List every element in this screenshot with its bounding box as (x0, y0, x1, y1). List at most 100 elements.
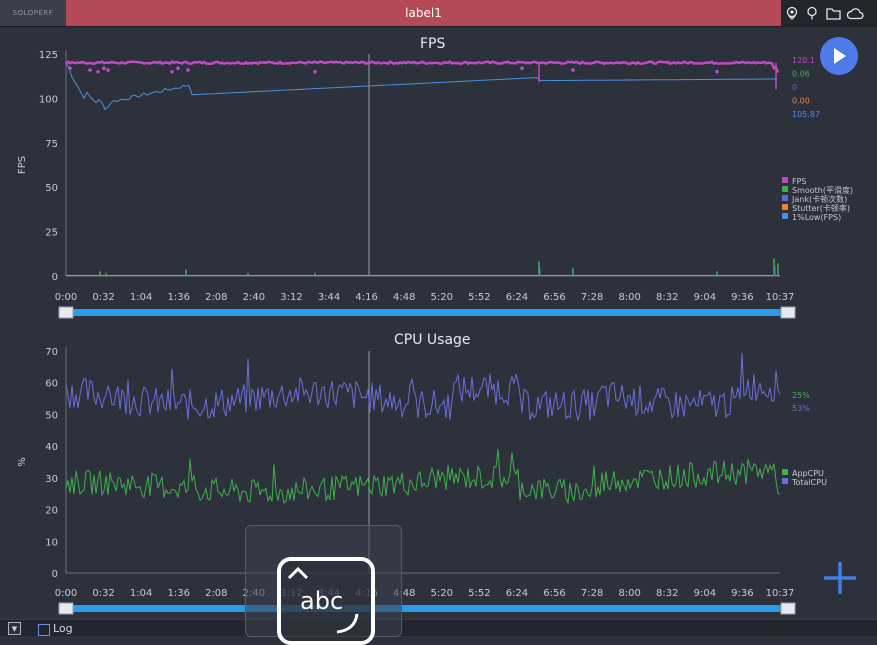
fps-x-tick-label: 10:37 (766, 292, 795, 303)
legend-label: TotalCPU (791, 478, 827, 487)
fps-x-tick-label: 5:20 (431, 292, 453, 303)
fps-range-handle-left[interactable] (58, 306, 74, 319)
fps-x-tick-label: 4:16 (355, 292, 377, 303)
cpu-y-axis-label: % (17, 457, 28, 467)
cpu-x-tick-label: 0:00 (55, 588, 77, 599)
legend-label: AppCPU (792, 469, 824, 478)
cpu-y-tick-label: 20 (45, 506, 58, 517)
cpu-range-handle-left[interactable] (58, 602, 74, 615)
legend-swatch (782, 213, 788, 219)
legend-label: 1%Low(FPS) (792, 213, 841, 222)
cpu-x-tick-label: 4:48 (393, 588, 415, 599)
fps-x-tick-label: 7:28 (581, 292, 603, 303)
cpu-value-app: 25% (792, 391, 810, 400)
cpu-y-tick-label: 10 (45, 537, 58, 548)
legend-swatch (782, 469, 788, 475)
folder-icon[interactable] (823, 3, 843, 23)
fps-dip-point (88, 68, 92, 72)
fps-value-jank: 0 (792, 83, 797, 92)
fps-x-tick-label: 3:44 (318, 292, 340, 303)
fps-dip-point (520, 66, 524, 71)
log-label: Log (53, 622, 73, 635)
keyboard-label: abc (300, 587, 344, 615)
fps-dip-point (176, 66, 180, 71)
fps-value-low: 105.87 (792, 110, 820, 119)
fps-x-tick-label: 0:00 (55, 292, 77, 303)
cpu-x-tick-label: 5:20 (431, 588, 453, 599)
cpu-y-tick-label: 70 (45, 347, 58, 358)
series-app-cpu (65, 449, 780, 505)
add-button[interactable] (822, 560, 858, 596)
top-bar: SOLOPERF label1 (0, 0, 877, 27)
fps-x-tick-label: 6:56 (543, 292, 565, 303)
cpu-y-tick-label: 60 (45, 379, 58, 390)
fps-y-axis-label: FPS (17, 156, 28, 174)
cpu-y-tick-label: 30 (45, 474, 58, 485)
fps-x-tick-label: 1:04 (130, 292, 152, 303)
cpu-x-tick-label: 9:36 (731, 588, 753, 599)
fps-y-tick-label: 100 (39, 94, 58, 105)
play-button[interactable] (820, 37, 858, 75)
dropdown-toggle[interactable]: ▼ (8, 622, 21, 635)
fps-dip-point (96, 69, 100, 74)
cpu-x-tick-label: 8:00 (618, 588, 640, 599)
fps-x-tick-label: 9:36 (731, 292, 753, 303)
pin-icon[interactable] (802, 3, 822, 23)
cpu-x-tick-label: 6:56 (543, 588, 565, 599)
fps-dip-point (313, 69, 317, 74)
fps-x-tick-label: 8:00 (618, 292, 640, 303)
series-1percent-low (65, 62, 777, 111)
legend-label: Stutter(卡顿率) (792, 203, 850, 213)
fps-x-tick-label: 3:12 (280, 292, 302, 303)
fps-value-smooth: 0.06 (792, 70, 810, 79)
fps-x-tick-label: 6:24 (506, 292, 528, 303)
fps-dip-point (571, 68, 575, 72)
legend-swatch (782, 478, 788, 484)
cpu-value-total: 53% (792, 404, 810, 413)
legend-label: Smooth(平滑度) (792, 185, 853, 195)
plus-icon (824, 562, 856, 594)
fps-y-tick-label: 75 (45, 139, 58, 150)
legend-label: Jank(卡顿次数) (791, 194, 847, 204)
fps-chart-title: FPS (420, 36, 446, 52)
fps-chart: 0 25 50 75 100 125 0:00 0:32 1:04 1:36 2:08 2:40 3:1… (17, 50, 853, 319)
fps-y-tick-label: 125 (39, 50, 58, 61)
cpu-x-tick-label: 9:04 (694, 588, 716, 599)
legend-swatch (782, 186, 788, 192)
cpu-x-tick-label: 1:04 (130, 588, 152, 599)
legend-swatch (782, 177, 788, 183)
log-checkbox[interactable] (38, 624, 50, 636)
fps-y-tick-label: 25 (45, 228, 58, 239)
keyboard-corner-arc (336, 613, 359, 634)
fps-x-tick-label: 2:40 (243, 292, 265, 303)
play-icon (834, 48, 846, 64)
caret-up-icon (287, 566, 309, 580)
cpu-x-tick-label: 2:08 (205, 588, 227, 599)
fps-range-handle-right[interactable] (780, 306, 796, 319)
cloud-icon[interactable] (845, 3, 865, 23)
fps-x-tick-label: 2:08 (205, 292, 227, 303)
fps-dip-point (68, 66, 72, 71)
fps-dip-point (186, 68, 190, 72)
fps-value-fps: 120.1 (792, 56, 815, 65)
cpu-x-tick-label: 5:52 (468, 588, 490, 599)
cpu-x-tick-label: 0:32 (92, 588, 114, 599)
fps-dip-point (170, 69, 174, 74)
series-total-cpu (65, 352, 781, 421)
cpu-x-tick-label: 7:28 (581, 588, 603, 599)
cpu-x-tick-label: 6:24 (506, 588, 528, 599)
cpu-range-handle-right[interactable] (780, 602, 796, 615)
series-fps (65, 60, 780, 74)
cpu-chart-title: CPU Usage (394, 332, 471, 348)
legend-swatch (782, 195, 788, 201)
fps-range-track[interactable] (66, 309, 788, 316)
cpu-y-tick-label: 50 (45, 410, 58, 421)
location-icon[interactable] (782, 3, 802, 23)
cpu-y-tick-label: 40 (45, 442, 58, 453)
fps-dip-point (715, 69, 719, 74)
fps-x-tick-label: 8:32 (656, 292, 678, 303)
window-title-tab[interactable]: label1 (66, 0, 781, 26)
legend-label: FPS (792, 177, 807, 186)
cpu-range-track[interactable] (66, 605, 788, 612)
cpu-x-tick-label: 1:36 (168, 588, 190, 599)
